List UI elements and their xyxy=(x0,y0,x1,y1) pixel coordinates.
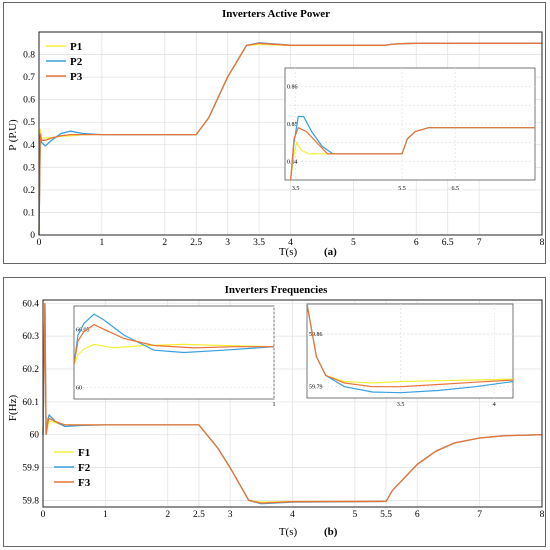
legend-label-f2: F2 xyxy=(78,462,91,474)
inset-series-line-f1 xyxy=(74,343,274,365)
y-tick-label: 60.2 xyxy=(22,365,39,375)
x-axis-label: T(s) xyxy=(279,246,298,258)
y-tick-label: 59.9 xyxy=(22,464,39,474)
x-tick-label: 8 xyxy=(540,510,545,520)
inset-frame xyxy=(306,303,514,399)
inset-y-tick-label: 0.85 xyxy=(287,122,298,128)
tick-labels: 0 1 2 2.5 3 4 5 5.5 6 7 8 59.8 59.9 60 60.1 60.2 60.3 60.… xyxy=(22,299,544,520)
inset-y-tick-label: 59.86 xyxy=(309,332,323,338)
legend: F1 F2 F3 xyxy=(54,447,91,489)
chart-title: Inverters Active Power xyxy=(222,8,330,20)
inset-x-tick-label: 3.5 xyxy=(397,402,405,408)
plot-frame xyxy=(38,31,543,236)
series-lines xyxy=(42,303,543,505)
y-axis-label: P (P.U) xyxy=(7,119,19,151)
y-tick-label: 59.8 xyxy=(22,496,39,506)
inset-x-tick-label: 3.5 xyxy=(292,186,300,192)
inset-zoom-right: 3.5 4 59.79 59.86 xyxy=(306,303,514,408)
x-tick-label: 6.5 xyxy=(442,238,454,248)
inset-x-tick-label: 6.5 xyxy=(451,186,459,192)
y-tick-label: 0.7 xyxy=(23,73,35,83)
legend-label-f1: F1 xyxy=(78,447,90,459)
y-tick-label: 0.6 xyxy=(23,96,35,106)
x-tick-label: 5 xyxy=(351,238,356,248)
x-tick-label: 6 xyxy=(415,510,420,520)
inset-series-line-f2 xyxy=(74,313,274,365)
inset-y-tick-label: 60 xyxy=(76,385,82,391)
legend-label-f3: F3 xyxy=(78,477,91,489)
panel-label: (b) xyxy=(324,526,338,538)
x-tick-label: 0 xyxy=(41,510,46,520)
y-tick-label: 60.3 xyxy=(22,332,39,342)
inset-series-line-f3 xyxy=(74,323,274,365)
x-tick-label: 1 xyxy=(100,238,105,248)
x-tick-label: 8 xyxy=(540,238,545,248)
y-tick-label: 0 xyxy=(30,231,35,241)
x-tick-label: 2.5 xyxy=(190,238,202,248)
x-tick-label: 5.5 xyxy=(380,510,392,520)
inset-zoom: 3.5 5.5 6.50.840.850.86 xyxy=(284,67,536,192)
x-tick-label: 7 xyxy=(477,510,482,520)
tick-labels: 0 1 2 2.5 3 3.5 4 5 6 6.5 7 8 0 0.1 0.2 0.3 0.4 0.5 0.6 0.7… xyxy=(23,51,545,248)
plot-frame xyxy=(42,299,543,508)
inset-x-tick-label: 5.5 xyxy=(398,186,406,192)
x-axis-label: T(s) xyxy=(279,526,298,538)
x-tick-label: 6 xyxy=(414,238,419,248)
y-tick-label: 0.5 xyxy=(23,118,35,128)
x-tick-label: 4 xyxy=(288,238,293,248)
y-tick-label: 0.4 xyxy=(23,141,35,151)
inset-series xyxy=(307,304,513,394)
inset-series-line-f3 xyxy=(307,304,513,388)
x-tick-label: 2.5 xyxy=(193,510,205,520)
x-tick-label: 3 xyxy=(225,238,230,248)
x-tick-label: 3 xyxy=(228,510,233,520)
y-tick-label: 0.2 xyxy=(23,186,35,196)
legend-label-p2: P2 xyxy=(70,56,83,68)
series-line-f3 xyxy=(42,303,543,504)
series-lines xyxy=(38,42,542,236)
inset-y-tick-label: 59.79 xyxy=(309,385,323,391)
x-tick-label: 1 xyxy=(103,510,108,520)
y-tick-label: 0.1 xyxy=(23,208,35,218)
x-tick-label: 5 xyxy=(353,510,358,520)
legend-label-p3: P3 xyxy=(70,71,83,83)
frequency-chart: Inverters Frequencies 0 1 2 2.5 3 4 5 5.5 6 7 8 59.… xyxy=(7,284,545,538)
x-tick-label: 3.5 xyxy=(253,238,265,248)
legend: P1 P2 P3 xyxy=(46,41,83,83)
panel-label: (a) xyxy=(324,246,337,258)
legend-label-p1: P1 xyxy=(70,41,82,53)
y-tick-label: 0.8 xyxy=(23,51,35,61)
x-tick-label: 2 xyxy=(165,510,170,520)
inset-series xyxy=(74,313,274,365)
inset-series-line-p3 xyxy=(290,126,535,180)
inset-y-tick-label: 60.05 xyxy=(76,327,90,333)
active-power-chart-panel: Inverters Active Power 0 1 2 2.5 3 3.5 4 5 6 6.5 7… xyxy=(3,2,546,264)
frequency-chart-panel: Inverters Frequencies 0 1 2 2.5 3 4 5 5.5 6 7 8 59.… xyxy=(3,277,546,547)
y-tick-label: 0.3 xyxy=(23,163,35,173)
y-tick-label: 60.4 xyxy=(22,299,39,309)
y-axis-label: F(Hz) xyxy=(7,395,19,422)
inset-series xyxy=(290,115,535,180)
y-tick-label: 60.1 xyxy=(22,398,39,408)
inset-x-tick-label: 4 xyxy=(493,402,496,408)
inset-zoom-left: 1 60 60.05 xyxy=(73,305,276,408)
x-tick-label: 4 xyxy=(290,510,295,520)
chart-title: Inverters Frequencies xyxy=(225,284,328,296)
inset-x-tick-label: 1 xyxy=(273,402,276,408)
x-tick-label: 2 xyxy=(162,238,167,248)
y-tick-label: 60 xyxy=(30,431,40,441)
inset-frame xyxy=(73,305,275,400)
active-power-chart: Inverters Active Power 0 1 2 2.5 3 3.5 4 5 6 6.5 7… xyxy=(7,8,545,258)
series-line-p3 xyxy=(38,42,542,236)
x-tick-label: 0 xyxy=(37,238,42,248)
x-tick-label: 7 xyxy=(477,238,482,248)
inset-y-tick-label: 0.86 xyxy=(287,85,298,91)
